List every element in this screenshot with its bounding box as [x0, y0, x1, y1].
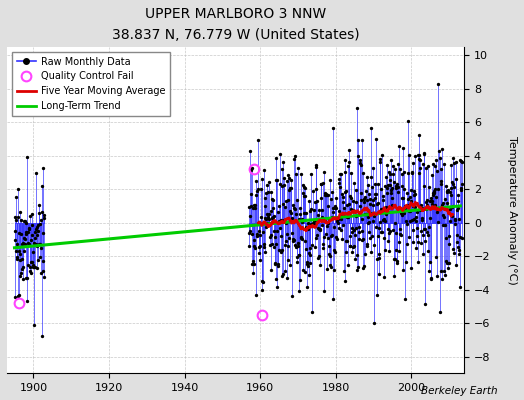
Text: Berkeley Earth: Berkeley Earth [421, 386, 498, 396]
Y-axis label: Temperature Anomaly (°C): Temperature Anomaly (°C) [507, 136, 517, 284]
Title: UPPER MARLBORO 3 NNW
38.837 N, 76.779 W (United States): UPPER MARLBORO 3 NNW 38.837 N, 76.779 W … [112, 7, 359, 42]
Legend: Raw Monthly Data, Quality Control Fail, Five Year Moving Average, Long-Term Tren: Raw Monthly Data, Quality Control Fail, … [12, 52, 170, 116]
